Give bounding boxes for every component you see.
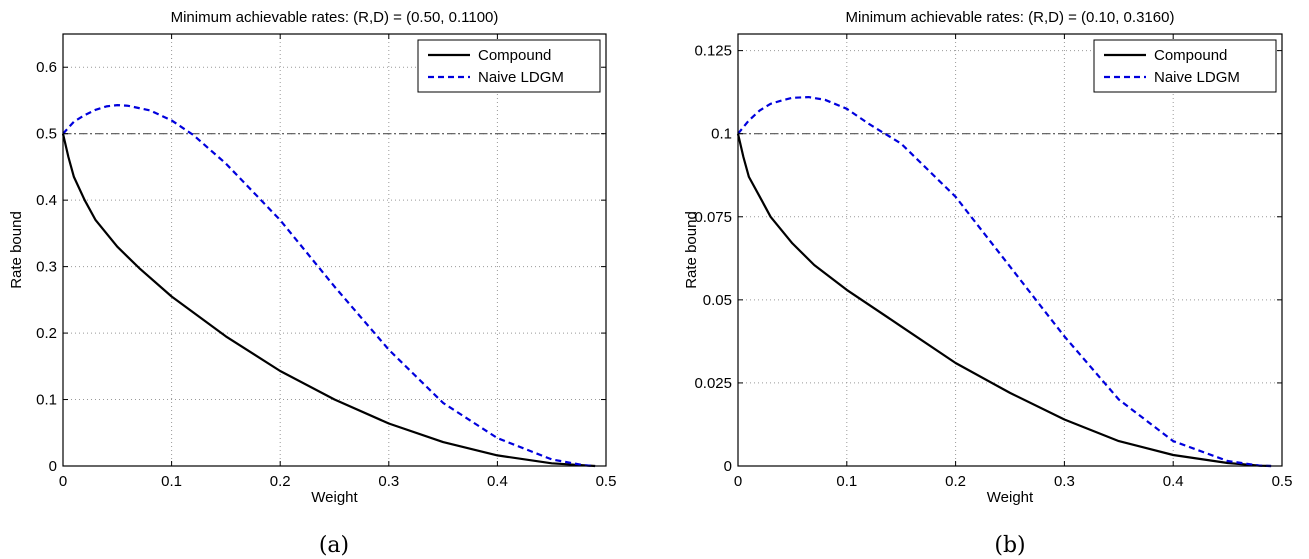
y-tick-label: 0	[49, 458, 57, 475]
chart-title: Minimum achievable rates: (R,D) = (0.10,…	[846, 9, 1175, 26]
y-tick-label: 0.1	[711, 126, 732, 143]
chart-title: Minimum achievable rates: (R,D) = (0.50,…	[171, 9, 499, 26]
compound-series-line	[736, 133, 1272, 468]
y-tick-label: 0.075	[694, 209, 732, 226]
x-tick-label: 0.1	[161, 473, 182, 490]
compound-series-line	[61, 133, 596, 468]
x-tick-label: 0.2	[945, 473, 966, 490]
legend-box	[417, 39, 601, 93]
chart-panel-b: 0 0.1 0.2 0.3 0.4 0.5 0 0.025 0.05 0.075 0.1 0.125 M…	[683, 9, 1292, 558]
x-tick-label: 0.5	[596, 473, 617, 490]
y-tick-label: 0.1	[36, 392, 57, 409]
naive-ldgm-series-line	[737, 96, 1272, 468]
y-tick-label: 0.2	[36, 325, 57, 342]
x-tick-label: 0.1	[836, 473, 857, 490]
x-tick-label: 0.2	[270, 473, 291, 490]
legend-label: Naive LDGM	[1154, 69, 1240, 86]
y-tick-label: 0.125	[694, 43, 732, 60]
x-tick-label: 0.3	[1054, 473, 1075, 490]
y-tick-label: 0.05	[703, 292, 732, 309]
panel-label: (a)	[319, 533, 349, 558]
chart-panel-a: 0 0.1 0.2 0.3 0.4 0.5 0 0.1 0.2 0.3 0.4 0.5 0.6 Minim…	[8, 9, 616, 558]
plot-area	[63, 34, 606, 466]
legend-box	[1093, 39, 1277, 93]
panel-label: (b)	[994, 533, 1025, 558]
y-tick-label: 0.6	[36, 59, 57, 76]
legend-label: Naive LDGM	[478, 69, 564, 86]
y-axis-label: Rate bound	[8, 211, 25, 289]
legend-label: Compound	[478, 47, 551, 64]
y-tick-label: 0	[724, 458, 732, 475]
x-tick-label: 0.4	[1163, 473, 1184, 490]
x-tick-label: 0	[734, 473, 742, 490]
naive-ldgm-series-line	[62, 104, 596, 468]
axes-frame	[62, 33, 607, 467]
y-tick-label: 0.5	[36, 126, 57, 143]
x-axis-label: Weight	[311, 489, 358, 506]
y-tick-label: 0.3	[36, 259, 57, 276]
legend: Compound Naive LDGM	[1093, 39, 1277, 93]
x-tick-label: 0.3	[378, 473, 399, 490]
x-axis-label: Weight	[987, 489, 1034, 506]
x-tick-label: 0.4	[487, 473, 508, 490]
y-axis-label: Rate bound	[683, 211, 700, 289]
y-tick-label: 0.025	[694, 375, 732, 392]
legend-label: Compound	[1154, 47, 1227, 64]
axes-frame	[737, 33, 1283, 467]
legend: Compound Naive LDGM	[417, 39, 601, 93]
x-tick-label: 0	[59, 473, 67, 490]
y-tick-label: 0.4	[36, 192, 57, 209]
x-tick-label: 0.5	[1272, 473, 1293, 490]
